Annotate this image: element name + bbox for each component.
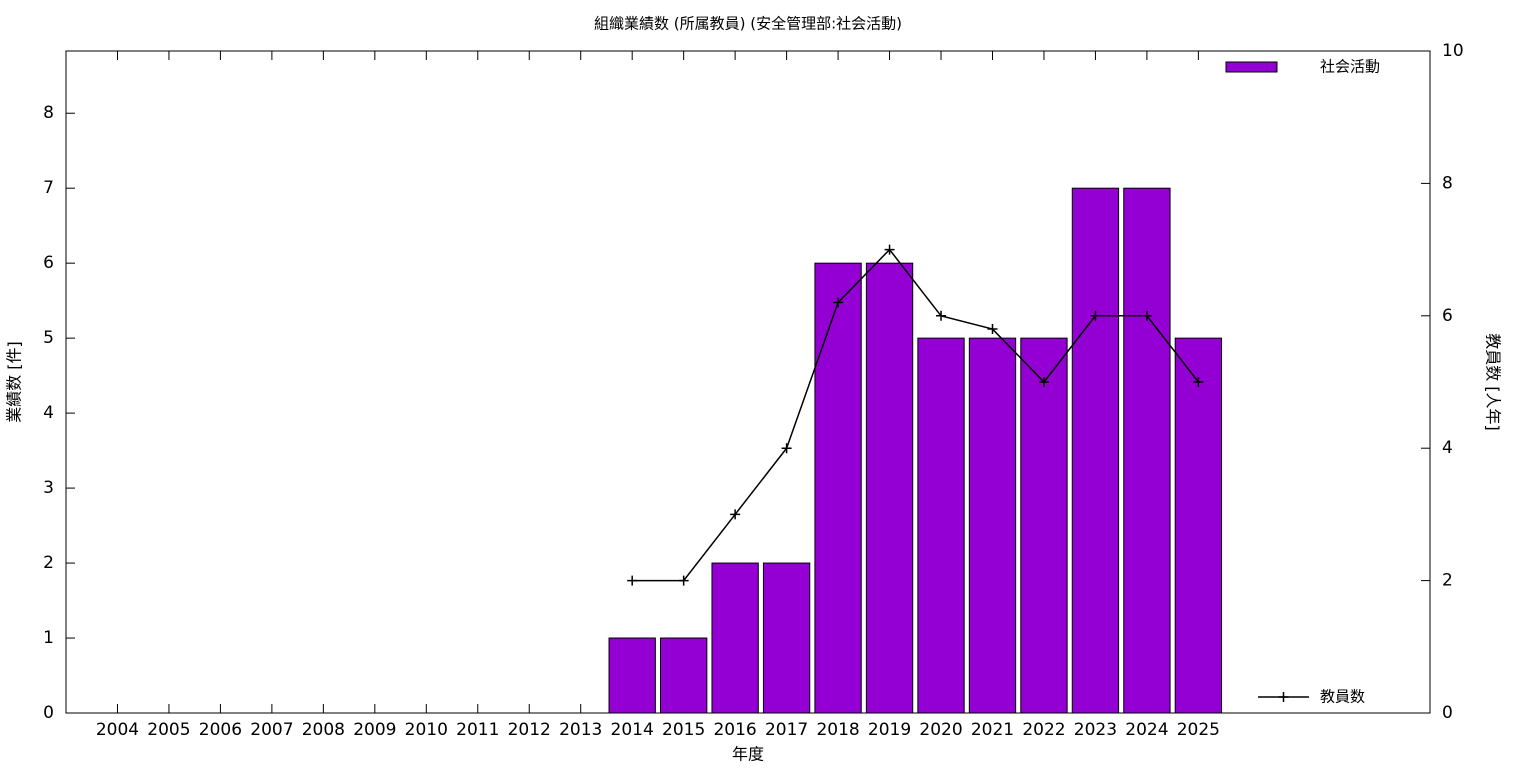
bar: [762, 562, 811, 714]
x-tick-label: 2020: [919, 720, 962, 740]
x-tick-label: 2008: [302, 720, 345, 740]
legend-marker: [1278, 692, 1289, 702]
y2-tick-label: 8: [1442, 173, 1453, 193]
x-tick-label: 2018: [816, 720, 859, 740]
y-tick-label: 8: [43, 103, 54, 123]
x-tick-label: 2025: [1177, 720, 1220, 740]
point-marker: [1141, 310, 1152, 321]
point-marker: [1090, 310, 1101, 321]
bar: [865, 262, 914, 714]
bar: [711, 562, 759, 714]
x-axis-label: 年度: [732, 745, 764, 764]
y2-tick-label: 4: [1442, 438, 1453, 458]
point-marker: [678, 575, 689, 586]
bar: [608, 637, 656, 714]
y2-axis-label: 教員数 [人年]: [1484, 333, 1503, 431]
point-marker: [987, 324, 998, 335]
y2-tick-label: 10: [1442, 41, 1464, 61]
y-tick-label: 7: [43, 178, 54, 198]
x-tick-label: 2011: [456, 720, 499, 740]
x-tick-label: 2010: [405, 720, 448, 740]
x-tick-label: 2013: [559, 720, 602, 740]
point-marker: [627, 575, 638, 586]
x-tick-label: 2023: [1074, 720, 1117, 740]
point-marker: [833, 297, 844, 308]
chart-title: 組織業績数 (所属教員) (安全管理部:社会活動): [594, 15, 902, 33]
y2-tick-label: 6: [1442, 306, 1453, 326]
bar: [1123, 187, 1171, 714]
y-tick-label: 0: [43, 703, 54, 723]
point-marker: [936, 310, 947, 321]
point-marker: [730, 509, 741, 520]
y-tick-label: 1: [43, 628, 54, 648]
y-tick-label: 3: [43, 478, 54, 498]
x-tick-label: 2007: [250, 720, 293, 740]
x-tick-label: 2016: [713, 720, 756, 740]
y-axis-label: 業績数 [件]: [5, 341, 24, 423]
bar: [917, 337, 965, 714]
point-marker: [1038, 377, 1049, 387]
legend-label: 社会活動: [1320, 58, 1380, 76]
x-tick-label: 2014: [611, 720, 654, 740]
y-tick-label: 2: [43, 553, 54, 573]
point-marker: [781, 443, 792, 454]
bar: [814, 262, 862, 714]
x-tick-label: 2009: [353, 720, 396, 740]
legend-label: 教員数: [1320, 688, 1365, 706]
x-tick-label: 2021: [971, 720, 1014, 740]
y-tick-label: 5: [43, 328, 54, 348]
bar: [1020, 337, 1068, 714]
x-tick-label: 2019: [868, 720, 911, 740]
point-marker: [884, 244, 895, 255]
y2-tick-label: 0: [1442, 703, 1453, 723]
x-tick-label: 2006: [199, 720, 242, 740]
y-tick-label: 4: [43, 403, 54, 423]
legend-swatch: [1225, 61, 1278, 73]
x-tick-label: 2004: [96, 720, 139, 740]
x-tick-label: 2015: [662, 720, 705, 740]
y-tick-label: 6: [43, 253, 54, 273]
x-tick-label: 2017: [765, 720, 808, 740]
bar: [659, 637, 708, 714]
bar: [1071, 187, 1120, 714]
point-marker: [1193, 377, 1204, 387]
bar: [1174, 337, 1223, 714]
bar: [968, 337, 1017, 714]
x-tick-label: 2012: [508, 720, 551, 740]
x-tick-label: 2005: [147, 720, 190, 740]
y2-tick-label: 2: [1442, 571, 1453, 591]
x-tick-label: 2024: [1125, 720, 1168, 740]
line: [632, 248, 1199, 582]
x-tick-label: 2022: [1022, 720, 1065, 740]
